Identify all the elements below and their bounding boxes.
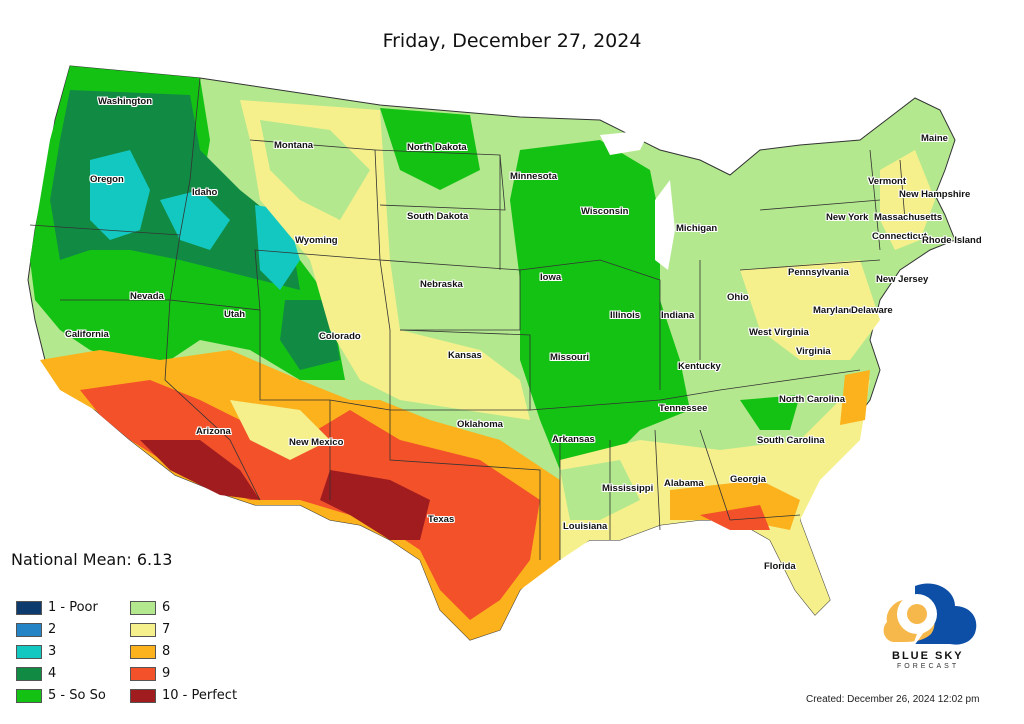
state-label: Colorado (319, 331, 361, 342)
created-timestamp: Created: December 26, 2024 12:02 pm (806, 694, 980, 705)
legend-item: 7 (130, 622, 170, 637)
state-label: Idaho (192, 187, 218, 198)
legend-item: 4 (16, 666, 56, 681)
state-borders (29, 77, 906, 560)
state-label: Vermont (868, 176, 907, 187)
state-label: Rhode Island (922, 235, 982, 246)
state-label: Maryland (813, 305, 855, 316)
state-label: Massachusetts (874, 212, 943, 223)
legend-label: 9 (162, 666, 171, 681)
state-label: Illinois (610, 310, 641, 321)
legend-item: 2 (16, 622, 56, 637)
legend-item: 10 - Perfect (130, 688, 237, 703)
state-label: Pennsylvania (788, 267, 849, 278)
state-label: Oklahoma (457, 419, 503, 430)
legend-swatch (130, 622, 156, 637)
legend-swatch (130, 666, 156, 681)
state-label: Texas (428, 514, 455, 525)
state-label: Iowa (540, 272, 562, 283)
state-label: Tennessee (659, 403, 708, 414)
legend-item: 6 (130, 600, 170, 615)
state-label: New Jersey (876, 274, 929, 285)
legend-swatch (130, 688, 156, 703)
logo-line1: BLUE SKY (892, 650, 964, 662)
state-label: Florida (764, 561, 796, 572)
national-mean: National Mean: 6.13 (11, 550, 173, 569)
legend-label: 6 (162, 600, 171, 615)
legend-swatch (130, 600, 156, 615)
legend-item: 5 - So So (16, 688, 106, 703)
legend-label: 8 (162, 644, 171, 659)
state-label: Virginia (796, 346, 831, 357)
state-label: New Mexico (289, 437, 344, 448)
legend-label: 7 (162, 622, 171, 637)
state-label: Ohio (727, 292, 749, 303)
state-label: Louisiana (563, 521, 608, 532)
state-label: Nevada (130, 291, 164, 302)
state-label: New York (826, 212, 869, 223)
state-label: North Dakota (407, 142, 467, 153)
legend-label: 10 - Perfect (162, 688, 238, 703)
state-label: Missouri (550, 352, 590, 363)
state-label: Michigan (676, 223, 718, 234)
legend-swatch (16, 666, 42, 681)
state-label: West Virginia (749, 327, 809, 338)
state-label: Wyoming (295, 235, 338, 246)
state-label: California (65, 329, 109, 340)
legend-swatch (130, 644, 156, 659)
legend-item: 9 (130, 666, 170, 681)
legend-swatch (16, 688, 42, 703)
state-label: Alabama (664, 478, 704, 489)
state-label: Montana (274, 140, 314, 151)
state-label: Mississippi (602, 483, 654, 494)
logo-line2: FORECAST (897, 663, 960, 670)
map-title: Friday, December 27, 2024 (382, 30, 642, 52)
state-label: Wisconsin (581, 206, 629, 217)
legend-swatch (16, 644, 42, 659)
state-label: North Carolina (779, 394, 845, 405)
state-label: Kentucky (678, 361, 721, 372)
state-label: Indiana (661, 310, 695, 321)
state-label: Connecticut (872, 231, 927, 242)
state-label: Utah (224, 309, 246, 320)
state-label: Nebraska (420, 279, 463, 290)
state-label: Washington (98, 96, 152, 107)
state-label: South Dakota (407, 211, 469, 222)
legend-item: 3 (16, 644, 56, 659)
legend-item: 1 - Poor (16, 600, 98, 615)
state-label: Georgia (730, 474, 766, 485)
legend-label: 1 - Poor (48, 600, 98, 615)
state-label: Arkansas (552, 434, 595, 445)
state-label: Arizona (196, 426, 231, 437)
state-label: Kansas (448, 350, 482, 361)
legend-label: 4 (48, 666, 57, 681)
state-label: Maine (921, 133, 948, 144)
state-label: South Carolina (757, 435, 825, 446)
legend-item: 8 (130, 644, 170, 659)
legend-swatch (16, 600, 42, 615)
legend-label: 5 - So So (48, 688, 106, 703)
state-label: Minnesota (510, 171, 557, 182)
legend-label: 2 (48, 622, 57, 637)
state-label: Oregon (90, 174, 124, 185)
state-label: Delaware (851, 305, 893, 316)
blue-sky-logo-icon (883, 583, 977, 650)
state-label: New Hampshire (899, 189, 971, 200)
legend-label: 3 (48, 644, 57, 659)
legend-swatch (16, 622, 42, 637)
